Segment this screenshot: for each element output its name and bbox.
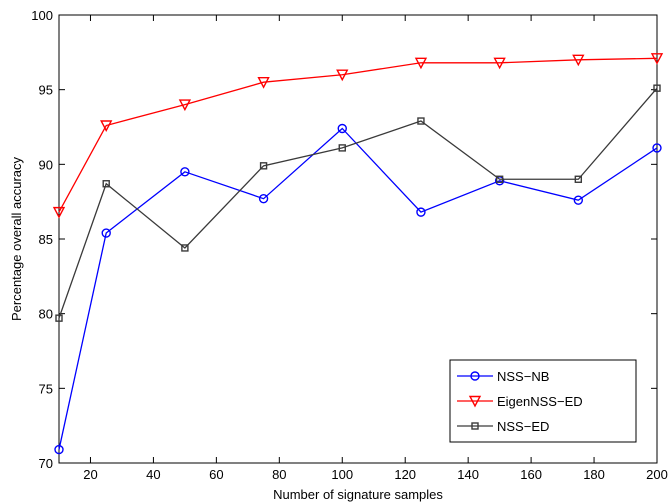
x-tick-label: 80: [272, 467, 286, 482]
data-point: [259, 162, 268, 170]
y-tick-label: 100: [31, 8, 53, 23]
y-axis-label: Percentage overall accuracy: [9, 156, 24, 321]
data-point: [495, 175, 504, 183]
data-point: [573, 195, 584, 205]
x-tick-label: 120: [394, 467, 416, 482]
data-point: [574, 175, 583, 183]
data-point: [416, 207, 426, 217]
data-point: [52, 206, 66, 219]
data-point: [258, 193, 269, 204]
y-tick-label: 80: [39, 307, 53, 322]
data-point: [417, 117, 425, 125]
legend-item: NSS−NB: [457, 369, 549, 384]
data-point: [55, 314, 63, 322]
legend-marker: [468, 395, 482, 408]
data-point: [493, 57, 506, 70]
x-tick-label: 40: [146, 467, 160, 482]
data-point: [257, 76, 270, 89]
series-line: [58, 127, 658, 450]
data-point: [101, 228, 111, 238]
data-point: [178, 99, 192, 112]
data-point: [338, 144, 346, 152]
data-point: [337, 123, 347, 134]
y-tick-label: 70: [39, 456, 53, 471]
x-tick-label: 200: [646, 467, 668, 482]
data-point: [102, 180, 110, 188]
legend-label: NSS−ED: [497, 419, 549, 434]
data-point: [100, 120, 113, 133]
x-tick-label: 20: [83, 467, 97, 482]
series-line: [58, 57, 658, 213]
y-tick-label: 75: [39, 381, 53, 396]
x-tick-label: 180: [583, 467, 605, 482]
x-tick-label: 60: [209, 467, 223, 482]
data-point: [414, 57, 428, 70]
data-point: [572, 54, 585, 67]
x-tick-label: 100: [331, 467, 353, 482]
series-line: [58, 87, 658, 319]
series-1: [52, 53, 664, 219]
legend-marker: [471, 422, 479, 430]
data-point: [650, 53, 664, 65]
x-axis-label: Number of signature samples: [273, 487, 443, 502]
x-tick-label: 140: [457, 467, 479, 482]
legend-label: NSS−NB: [497, 369, 549, 384]
data-point: [336, 69, 349, 82]
y-tick-label: 85: [39, 232, 53, 247]
series-0: [54, 123, 662, 455]
data-point: [180, 167, 190, 177]
data-point: [653, 84, 661, 92]
series-2: [55, 84, 661, 322]
legend-item: NSS−ED: [457, 419, 549, 434]
data-point: [54, 444, 64, 455]
legend-label: EigenNSS−ED: [497, 394, 583, 409]
x-tick-label: 160: [520, 467, 542, 482]
legend: NSS−NB EigenNSS−ED NSS−ED: [449, 359, 637, 443]
legend-marker: [470, 371, 480, 381]
y-tick-label: 95: [39, 83, 53, 98]
data-point: [652, 143, 662, 153]
data-point: [181, 244, 189, 252]
legend-item: EigenNSS−ED: [457, 394, 583, 409]
y-tick-label: 90: [39, 157, 53, 172]
